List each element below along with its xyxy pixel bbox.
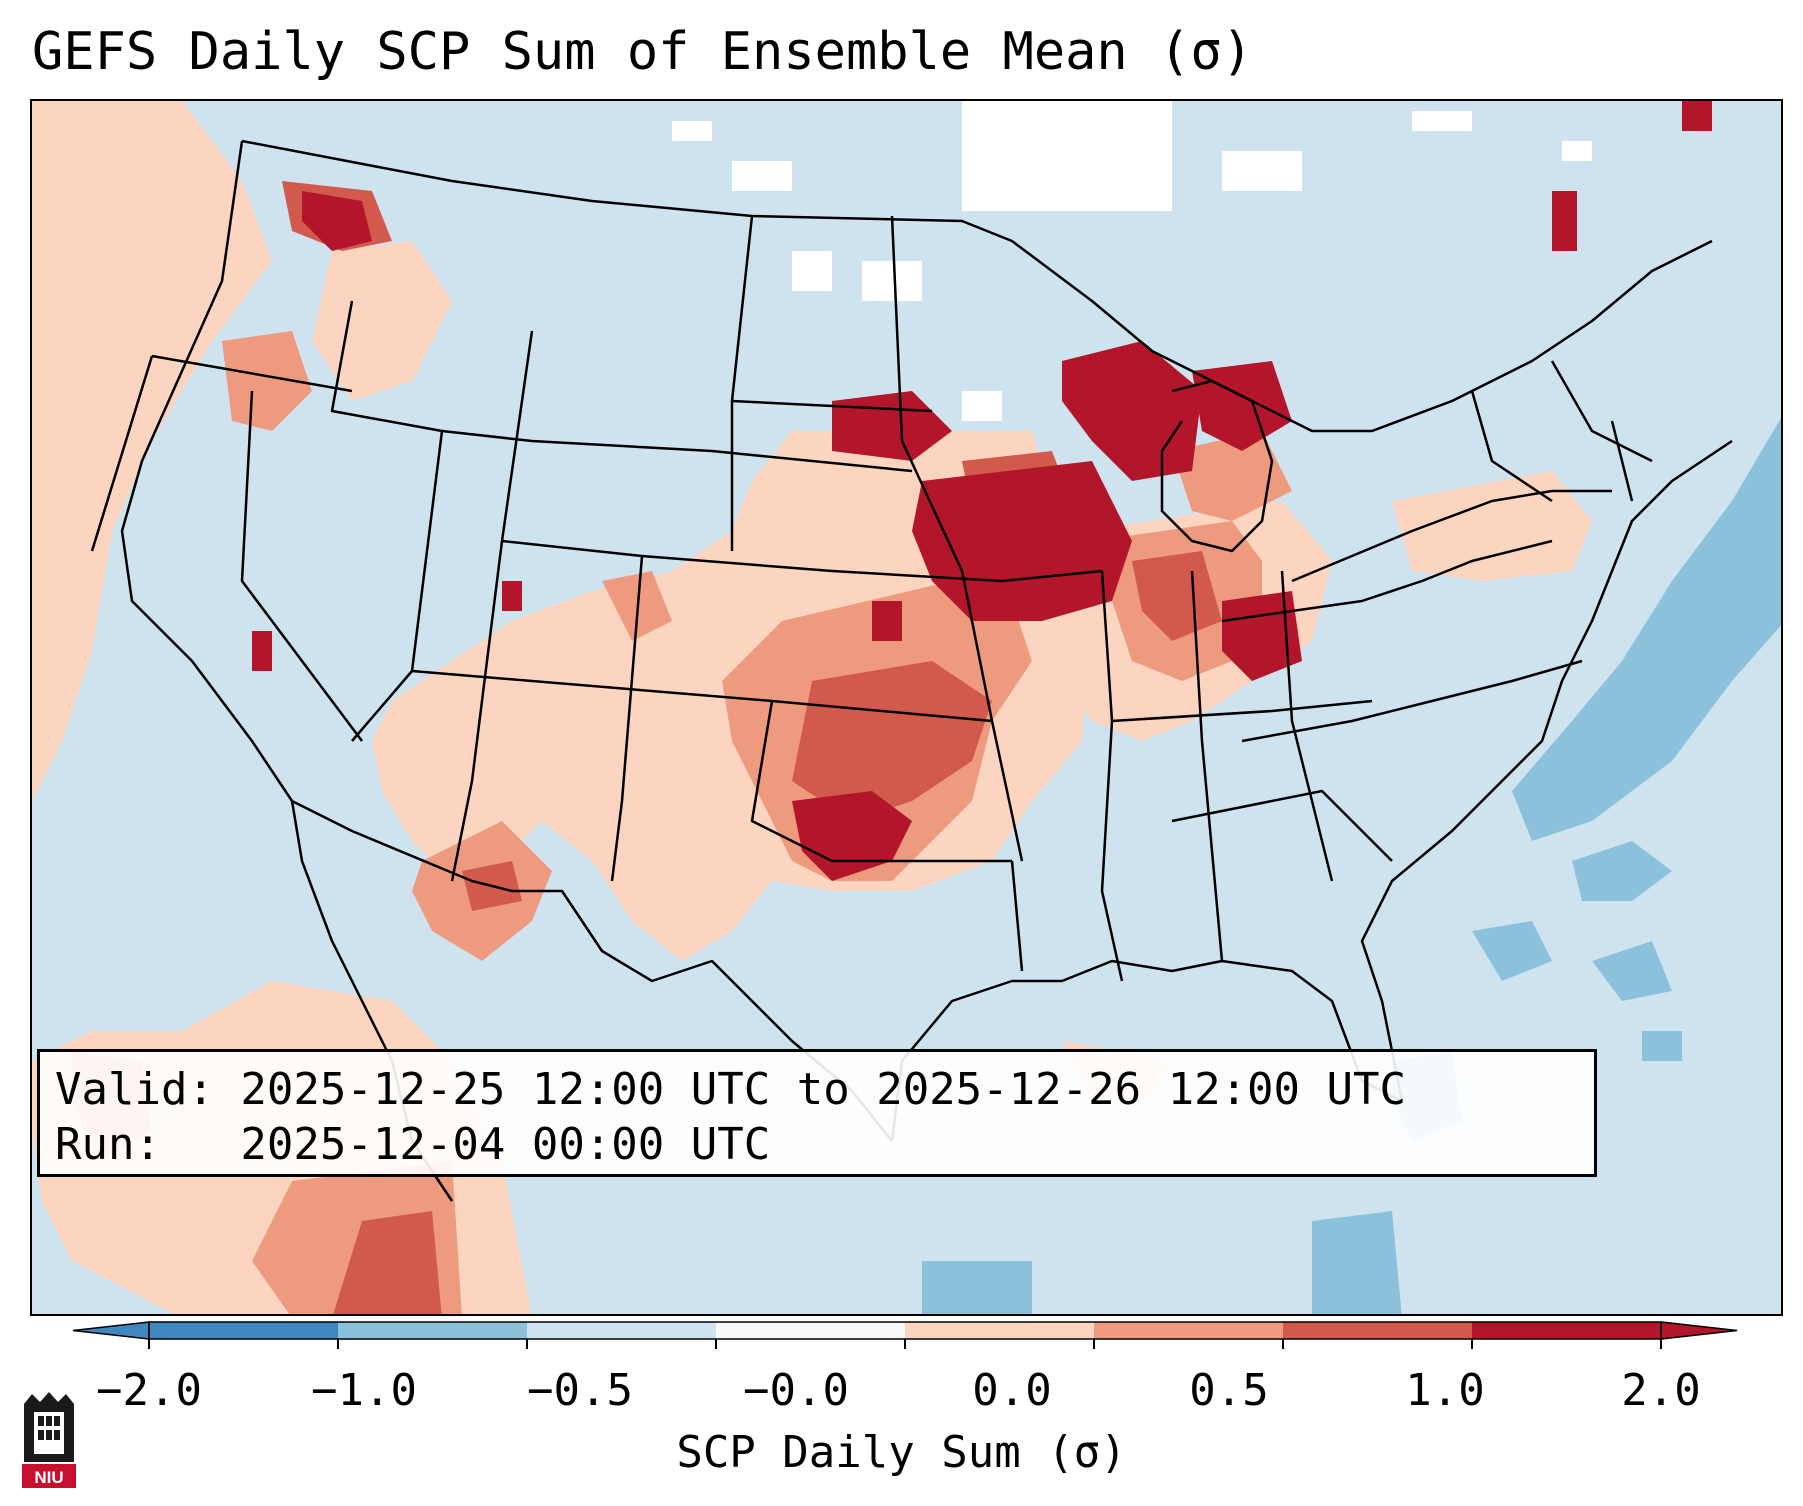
- chart-title: GEFS Daily SCP Sum of Ensemble Mean (σ): [32, 22, 1253, 82]
- niu-logo: NIU: [20, 1390, 78, 1490]
- colorbar-extend-min: [72, 1321, 150, 1340]
- colorbar-tick-label: −2.0: [96, 1365, 202, 1416]
- colorbar-tick-label: 0.0: [972, 1365, 1052, 1416]
- valid-run-infobox: Valid: 2025-12-25 12:00 UTC to 2025-12-2…: [37, 1049, 1597, 1177]
- colorbar-bin: [527, 1322, 717, 1339]
- colorbar-bin: [1472, 1322, 1662, 1339]
- colorbar-bin: [1283, 1322, 1473, 1339]
- colorbar-bin: [338, 1322, 528, 1339]
- colorbar-tick-label: 0.5: [1189, 1365, 1269, 1416]
- colorbar-tick-label: −0.0: [743, 1365, 849, 1416]
- no-data-areas: [672, 101, 1592, 421]
- valid-time-text: Valid: 2025-12-25 12:00 UTC to 2025-12-2…: [55, 1064, 1407, 1115]
- niu-logo-text: NIU: [34, 1468, 64, 1487]
- colorbar-extend-max: [1660, 1321, 1738, 1340]
- run-time-text: Run: 2025-12-04 00:00 UTC: [55, 1119, 771, 1170]
- colorbar-tick-label: 2.0: [1621, 1365, 1701, 1416]
- niu-shield-icon: [22, 1392, 76, 1488]
- colorbar-tick-label: −1.0: [311, 1365, 417, 1416]
- colorbar-bin: [905, 1322, 1095, 1339]
- colorbar-bin: [1094, 1322, 1284, 1339]
- colorbar-tick-label: −0.5: [527, 1365, 633, 1416]
- colorbar-bin: [149, 1322, 339, 1339]
- colorbar-tick-label: 1.0: [1405, 1365, 1485, 1416]
- colorbar-label: SCP Daily Sum (σ): [676, 1427, 1127, 1478]
- sigma-above-2-shading: [252, 101, 1712, 881]
- state-borders: [90, 139, 1733, 1202]
- colorbar-bin: [716, 1322, 906, 1339]
